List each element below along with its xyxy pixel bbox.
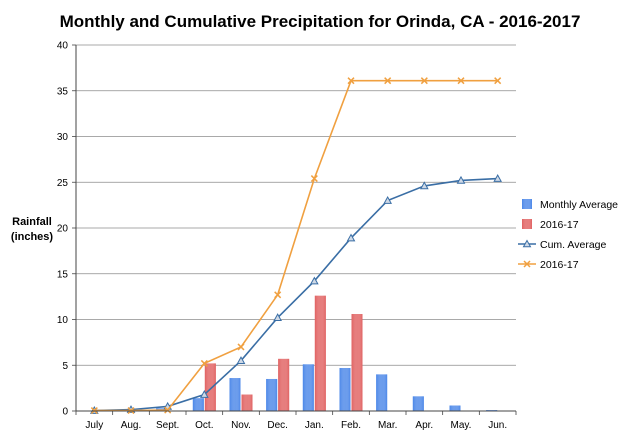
x-tick-label: Apr.	[415, 420, 433, 431]
x-tick-label: Feb.	[341, 420, 361, 431]
legend-item: Monthly Average	[522, 199, 618, 211]
y-tick-label: 15	[57, 269, 69, 280]
marker-stroke	[347, 77, 355, 85]
bar-highlight	[266, 378, 278, 411]
x-tick-label: Jun.	[488, 420, 507, 431]
bar-highlight	[302, 364, 314, 411]
point-cum-average	[346, 233, 356, 242]
y-tick-label: 5	[62, 361, 68, 372]
legend-item: Cum. Average	[518, 239, 607, 251]
point-cum-2016-17	[164, 406, 172, 414]
point-cum-average	[493, 174, 503, 182]
point-cum-average	[309, 276, 319, 285]
point-cum-average	[456, 175, 466, 184]
y-axis-label-line-1: Rainfall	[12, 216, 52, 228]
bar-highlight	[278, 358, 290, 411]
legend-label: 2016-17	[540, 259, 579, 271]
x-tick-label: Mar.	[378, 420, 397, 431]
legend-label: 2016-17	[540, 219, 579, 231]
y-tick-label: 40	[57, 41, 69, 52]
marker-stroke	[494, 77, 502, 85]
legend-marker	[523, 260, 531, 268]
bar-highlight	[314, 295, 326, 411]
x-tick-label: May.	[451, 420, 472, 431]
bar-highlight	[376, 374, 388, 411]
point-cum-average	[199, 390, 209, 398]
y-tick-label: 35	[57, 86, 69, 97]
point-cum-2016-17	[384, 77, 392, 85]
legend-marker	[522, 239, 532, 248]
y-tick-label: 20	[57, 224, 69, 235]
axis-layer: 0 5 10 15 20 25 30 35 40 July Aug. Sept. Oct. Nov. Dec…	[57, 41, 517, 431]
point-cum-2016-17	[237, 343, 245, 351]
line-cum-average	[94, 177, 498, 412]
point-cum-2016-17	[347, 77, 355, 85]
point-cum-average	[419, 181, 429, 190]
grid-layer	[76, 44, 516, 412]
y-tick-label: 0	[62, 407, 68, 418]
y-axis-label-line-2: (inches)	[11, 231, 54, 243]
legend-label: Cum. Average	[540, 239, 607, 251]
bar-highlight	[449, 405, 461, 411]
bar-highlight	[412, 396, 424, 411]
y-axis-label: Rainfall (inches)	[11, 216, 54, 243]
marker-stroke	[457, 77, 465, 85]
point-cum-2016-17	[420, 77, 428, 85]
legend-item: 2016-17	[522, 219, 579, 231]
legend-swatch-highlight	[522, 219, 532, 229]
line-cum-2016-17	[94, 79, 498, 412]
point-cum-average	[236, 356, 246, 364]
x-tick-label: Dec.	[267, 420, 288, 431]
point-cum-2016-17	[274, 291, 282, 299]
marker-stroke	[310, 175, 318, 183]
point-cum-2016-17	[457, 77, 465, 85]
marker-stroke	[384, 77, 392, 85]
point-cum-2016-17	[310, 175, 318, 183]
x-tick-label: Oct.	[195, 420, 213, 431]
x-tick-label: Nov.	[231, 420, 251, 431]
x-tick-label: Jan.	[305, 420, 324, 431]
legend-swatch-highlight	[522, 199, 532, 209]
bar-highlight	[192, 398, 204, 411]
x-tick-label: Aug.	[121, 420, 142, 431]
bar-highlight	[229, 378, 241, 411]
point-cum-2016-17	[494, 77, 502, 85]
point-cum-average	[273, 313, 283, 321]
legend-label: Monthly Average	[540, 199, 618, 211]
x-tick-label: Sept.	[156, 420, 179, 431]
bar-highlight	[241, 394, 253, 411]
y-tick-label: 10	[57, 315, 69, 326]
point-cum-2016-17	[200, 359, 208, 367]
bar-highlight	[351, 314, 363, 411]
legend-item: 2016-17	[518, 259, 579, 271]
marker-stroke	[164, 406, 172, 414]
x-tick-label: July	[85, 420, 103, 431]
chart-title: Monthly and Cumulative Precipitation for…	[60, 12, 581, 31]
y-tick-label: 30	[57, 132, 69, 143]
marker-stroke	[200, 359, 208, 367]
legend: Monthly Average 2016-17 Cum. Average 2016-1…	[518, 199, 618, 271]
bar-highlight	[204, 363, 216, 411]
marker-stroke	[274, 291, 282, 299]
y-tick-label: 25	[57, 178, 69, 189]
marker-stroke	[420, 77, 428, 85]
bar-layer	[82, 295, 498, 411]
line-layer	[89, 77, 503, 415]
marker-stroke	[237, 343, 245, 351]
bar-highlight	[339, 367, 351, 411]
point-cum-average	[383, 196, 393, 204]
